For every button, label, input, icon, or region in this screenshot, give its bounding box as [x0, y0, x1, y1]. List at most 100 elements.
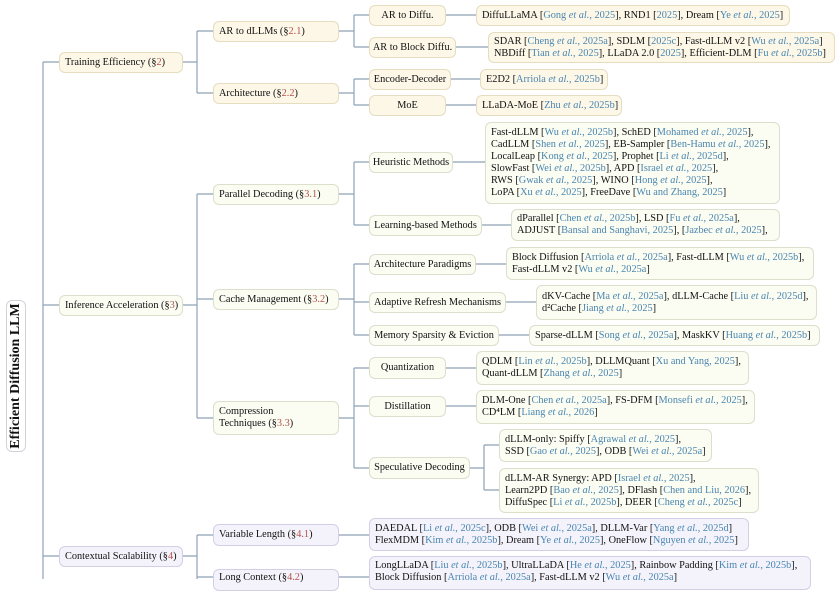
citation-link[interactable]: Kim et al., 2025b [718, 560, 792, 571]
citation-link[interactable]: Kong et al., 2025 [541, 151, 613, 162]
citation-link[interactable]: Bao et al., 2025 [553, 484, 619, 496]
citation-link[interactable]: Fu et al., 2025b [757, 47, 823, 59]
citation-link[interactable]: Chen et al., 2025b [559, 213, 636, 224]
citation-link[interactable]: Li et al., 2025c [422, 522, 486, 534]
citation-link[interactable]: He et al., 2025 [569, 560, 631, 571]
citation-link[interactable]: Nguyen et al., 2025 [652, 534, 735, 546]
citation-link[interactable]: Ye et al., 2025 [540, 534, 600, 546]
citation-link[interactable]: Cheng et al., 2025c [657, 496, 739, 508]
citation-link[interactable]: Israel et al., 2025 [640, 163, 713, 174]
citation-link[interactable]: Wu et al., 2025a [605, 572, 674, 583]
citation-link[interactable]: Wei et al., 2025a [632, 445, 703, 457]
leaf-line: SlowFast [Wei et al., 2025b], APD [Israe… [491, 163, 719, 174]
method-name: SSD [505, 445, 524, 457]
citation-link[interactable]: Shen et al., 2025 [535, 139, 605, 150]
citation-link[interactable]: Jazbec et al., 2025 [685, 225, 762, 236]
citation-link[interactable]: Agrawal et al., 2025 [590, 433, 676, 445]
method-name: FS-DFM [615, 395, 653, 406]
citation-link[interactable]: Yang et al., 2025d [653, 522, 729, 534]
citation-link[interactable]: Ben-Hamu et al., 2025 [670, 139, 765, 150]
leaf-line: CD⁴LM [Liang et al., 2026] [482, 407, 598, 418]
citation-link[interactable]: Jiang et al., 2025 [581, 302, 653, 314]
method-name: Fast-dLLM v2 [684, 35, 746, 47]
label-end: ) [161, 56, 166, 68]
citation-link[interactable]: Liang et al., 2026 [521, 407, 595, 418]
citation-link[interactable]: Israel et al., 2025 [617, 472, 690, 484]
citation-link[interactable]: Ma et al., 2025a [596, 290, 664, 302]
method-distillation: Distillation [369, 396, 446, 417]
citation-link[interactable]: Arriola et al., 2025a [584, 251, 668, 263]
separator: , [805, 290, 809, 302]
citation-link[interactable]: Cheng et al., 2025a [527, 35, 608, 47]
label: Architecture (§ [219, 87, 282, 99]
method-name: dLLM-AR Synergy: APD [505, 472, 612, 484]
method-name: E2D2 [486, 73, 511, 85]
citation-link[interactable]: Xu et al., 2025 [520, 187, 582, 198]
citation-link[interactable]: Bansal and Sanghavi, 2025 [561, 225, 674, 236]
method-name: dParallel [517, 213, 554, 224]
citation-link[interactable]: Ye et al., 2025 [719, 9, 780, 21]
citation-link[interactable]: Song et al., 2025a [598, 329, 674, 341]
citation-link[interactable]: Liu et al., 2025d [734, 290, 803, 302]
citation-link[interactable]: Mohamed et al., 2025 [656, 127, 748, 138]
leaf-line: ADJUST [Bansal and Sanghavi, 2025], [Jaz… [517, 225, 768, 236]
category-inference-acceleration: Inference Acceleration (§ 3) [59, 295, 183, 316]
citation-link[interactable]: Monsefi et al., 2025 [658, 395, 742, 406]
method-name: UltraLLaDA [511, 560, 564, 571]
citation-link[interactable]: Gong et al., 2025 [543, 9, 616, 21]
citation-link[interactable]: Chen et al., 2025a [531, 395, 607, 406]
citation-link[interactable]: Wu et al., 2025b [729, 251, 799, 263]
method-name: EB-Sampler [613, 139, 665, 150]
leaf-architecture-paradigms: Block Diffusion [Arriola et al., 2025a],… [506, 247, 814, 280]
method-name: LSD [644, 213, 664, 224]
method-name: Fast-dLLM [676, 251, 724, 263]
citation-link[interactable]: Wu et al., 2025a [578, 263, 647, 275]
citation-link[interactable]: Huang et al., 2025b [725, 329, 808, 341]
citation-link[interactable]: Wu et al., 2025a [751, 35, 820, 47]
method-name: SDLM [616, 35, 646, 47]
citation-link[interactable]: Li et al., 2025b [553, 496, 617, 508]
citation-link[interactable]: Wei et al., 2025b [535, 163, 606, 174]
label-line-1: Compression [219, 406, 274, 417]
citation-link[interactable]: Gao et al., 2025 [529, 445, 596, 457]
method-name: WINO [600, 175, 629, 186]
separator: , [801, 251, 805, 263]
citation-link[interactable]: Tian et al., 2025 [531, 47, 599, 59]
citation-link[interactable]: Fu et al., 2025a [669, 213, 734, 224]
label-end: ) [301, 25, 305, 37]
leaf-line: LLaDA-MoE [Zhu et al., 2025b] [482, 99, 619, 111]
citation-link[interactable]: Wu and Zhang, 2025 [636, 187, 723, 198]
method-name: Fast-dLLM [491, 127, 539, 138]
citation-link[interactable]: 2025 [656, 9, 678, 21]
citation-link[interactable]: Gwak et al., 2025 [518, 175, 593, 186]
leaf-learning-based: dParallel [Chen et al., 2025b], LSD [Fu … [511, 209, 780, 241]
label-end: ) [294, 87, 298, 99]
citation-link[interactable]: 2025 [660, 47, 681, 59]
citation-link[interactable]: Zhang et al., 2025 [543, 368, 619, 379]
citation-link[interactable]: Wei et al., 2025a [521, 522, 592, 534]
subcategory-cache-management: Cache Management (§ 3.2) [213, 289, 339, 310]
leaf-line: Block Diffusion [Arriola et al., 2025a],… [512, 251, 805, 263]
section-number: 2.1 [288, 25, 302, 37]
citation-link[interactable]: Arriola et al., 2025a [447, 572, 531, 583]
citation-link[interactable]: Hong et al., 2025 [634, 175, 707, 186]
citation-link[interactable]: Chen and Liu, 2026 [663, 484, 746, 496]
citation-link[interactable]: Kim et al., 2025b [425, 534, 498, 546]
citation-link[interactable]: Lin et al., 2025b [518, 356, 587, 367]
separator: , [767, 139, 771, 150]
citation-link[interactable]: 2025c [651, 35, 677, 47]
method-name: DEER [624, 496, 652, 508]
citation-link[interactable]: Xu and Yang, 2025 [655, 356, 735, 367]
method-name: DFlash [627, 484, 658, 496]
citation-link[interactable]: Li et al., 2025d [659, 151, 723, 162]
citation-link[interactable]: Arriola et al., 2025b [516, 73, 600, 85]
method-quantization: Quantization [369, 357, 446, 379]
citation-link[interactable]: Zhu et al., 2025b [544, 99, 615, 111]
citation-link[interactable]: Liu et al., 2025b [434, 560, 503, 571]
leaf-line: DAEDAL [Li et al., 2025c], ODB [Wei et a… [375, 522, 733, 534]
citation-link[interactable]: Wu et al., 2025b [544, 127, 614, 138]
leaf-speculative-dllm-only: dLLM-only: Spiffy [Agrawal et al., 2025]… [499, 429, 712, 462]
separator: , [745, 395, 748, 406]
subcategory-parallel-decoding: Parallel Decoding (§ 3.1) [213, 184, 339, 205]
section-number: 4.1 [296, 529, 310, 540]
